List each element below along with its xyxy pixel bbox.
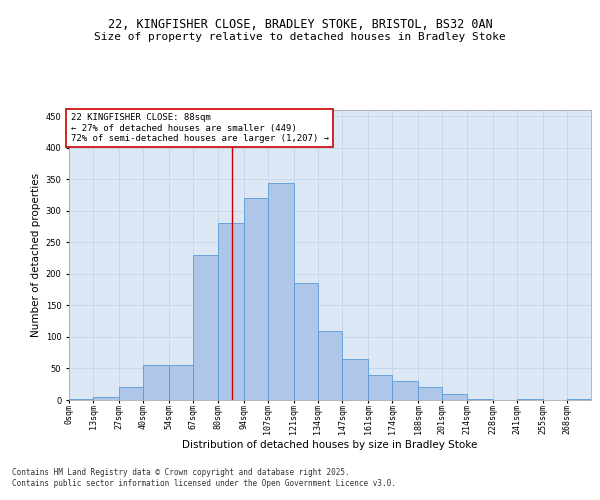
- Bar: [119, 388, 143, 400]
- Bar: [418, 388, 442, 400]
- Bar: [93, 397, 119, 400]
- Bar: [69, 398, 93, 400]
- Text: 22, KINGFISHER CLOSE, BRADLEY STOKE, BRISTOL, BS32 0AN: 22, KINGFISHER CLOSE, BRADLEY STOKE, BRI…: [107, 18, 493, 30]
- Bar: [268, 182, 294, 400]
- Bar: [442, 394, 467, 400]
- Bar: [368, 375, 392, 400]
- Y-axis label: Number of detached properties: Number of detached properties: [31, 173, 41, 337]
- Bar: [567, 398, 591, 400]
- Bar: [318, 330, 342, 400]
- Bar: [392, 381, 418, 400]
- Bar: [467, 398, 493, 400]
- Bar: [517, 398, 543, 400]
- X-axis label: Distribution of detached houses by size in Bradley Stoke: Distribution of detached houses by size …: [182, 440, 478, 450]
- Bar: [294, 284, 318, 400]
- Bar: [143, 366, 169, 400]
- Bar: [169, 366, 193, 400]
- Bar: [218, 224, 244, 400]
- Text: 22 KINGFISHER CLOSE: 88sqm
← 27% of detached houses are smaller (449)
72% of sem: 22 KINGFISHER CLOSE: 88sqm ← 27% of deta…: [71, 113, 329, 143]
- Text: Size of property relative to detached houses in Bradley Stoke: Size of property relative to detached ho…: [94, 32, 506, 42]
- Bar: [342, 359, 368, 400]
- Text: Contains HM Land Registry data © Crown copyright and database right 2025.
Contai: Contains HM Land Registry data © Crown c…: [12, 468, 396, 487]
- Bar: [193, 255, 218, 400]
- Bar: [244, 198, 268, 400]
